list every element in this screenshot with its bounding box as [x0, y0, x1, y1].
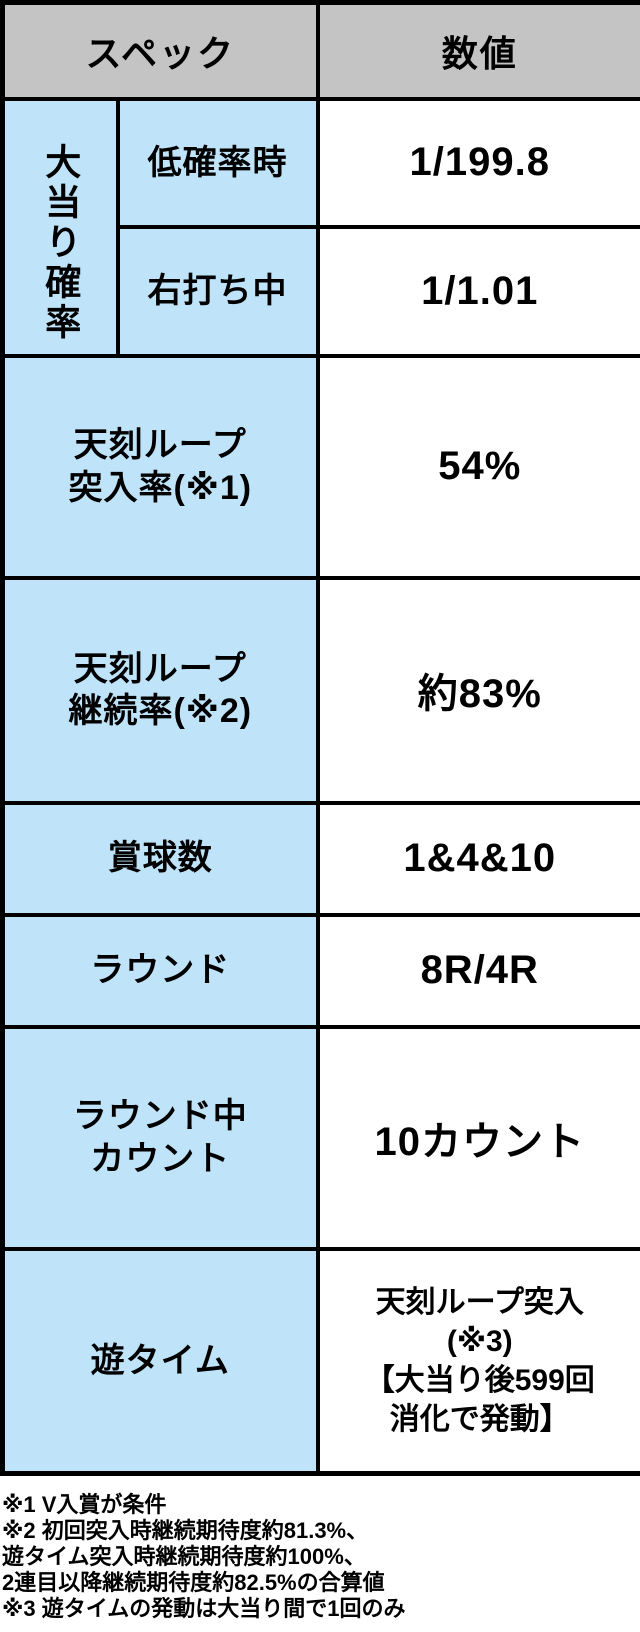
value-cell-right-hitting: 1/1.01	[318, 227, 640, 356]
value-cell-round-count: 10カウント	[318, 1027, 640, 1249]
value-cell-yu-time: 天刻ループ突入 (※3) 【大当り後599回 消化で発動】	[318, 1249, 640, 1474]
spec-cell-loop-continue-rate: 天刻ループ 継続率(※2)	[3, 578, 318, 803]
spec-cell-round-count: ラウンド中 カウント	[3, 1027, 318, 1249]
spec-cell-prize-balls: 賞球数	[3, 803, 318, 915]
spec-cell-loop-entry-rate: 天刻ループ 突入率(※1)	[3, 356, 318, 578]
footnote-1: ※1 V入賞が条件	[2, 1492, 636, 1518]
footnote-2-continued-2: 2連目以降継続期待度約82.5%の合算値	[2, 1570, 636, 1596]
footnote-3: ※3 遊タイムの発動は大当り間で1回のみ	[2, 1596, 636, 1622]
value-column-header: 数値	[318, 3, 640, 99]
value-cell-low-probability: 1/199.8	[318, 99, 640, 228]
spec-table: スペック 数値 大当り確率 低確率時 1/199.8 右打ち中 1/1.01 天…	[0, 0, 640, 1476]
spec-cell-yu-time: 遊タイム	[3, 1249, 318, 1474]
spec-cell-right-hitting: 右打ち中	[118, 227, 318, 356]
table-row-loop-continue: 天刻ループ 継続率(※2) 約83%	[3, 578, 640, 803]
spec-cell-low-probability: 低確率時	[118, 99, 318, 228]
table-header-row: スペック 数値	[3, 3, 640, 99]
table-row-jackpot-low: 大当り確率 低確率時 1/199.8	[3, 99, 640, 228]
jackpot-probability-group-label: 大当り確率	[42, 143, 78, 343]
table-row-prize-balls: 賞球数 1&4&10	[3, 803, 640, 915]
spec-column-header: スペック	[3, 3, 318, 99]
footnotes: ※1 V入賞が条件 ※2 初回突入時継続期待度約81.3%、 遊タイム突入時継続…	[0, 1476, 640, 1632]
table-row-rounds: ラウンド 8R/4R	[3, 915, 640, 1027]
footnote-2-continued: 遊タイム突入時継続期待度約100%、	[2, 1544, 636, 1570]
footnote-2: ※2 初回突入時継続期待度約81.3%、	[2, 1518, 636, 1544]
value-cell-loop-entry-rate: 54%	[318, 356, 640, 578]
value-cell-loop-continue-rate: 約83%	[318, 578, 640, 803]
table-row-loop-entry: 天刻ループ 突入率(※1) 54%	[3, 356, 640, 578]
value-cell-rounds: 8R/4R	[318, 915, 640, 1027]
table-row-round-count: ラウンド中 カウント 10カウント	[3, 1027, 640, 1249]
table-row-yu-time: 遊タイム 天刻ループ突入 (※3) 【大当り後599回 消化で発動】	[3, 1249, 640, 1474]
jackpot-probability-group-cell: 大当り確率	[3, 99, 118, 356]
value-cell-prize-balls: 1&4&10	[318, 803, 640, 915]
spec-cell-rounds: ラウンド	[3, 915, 318, 1027]
